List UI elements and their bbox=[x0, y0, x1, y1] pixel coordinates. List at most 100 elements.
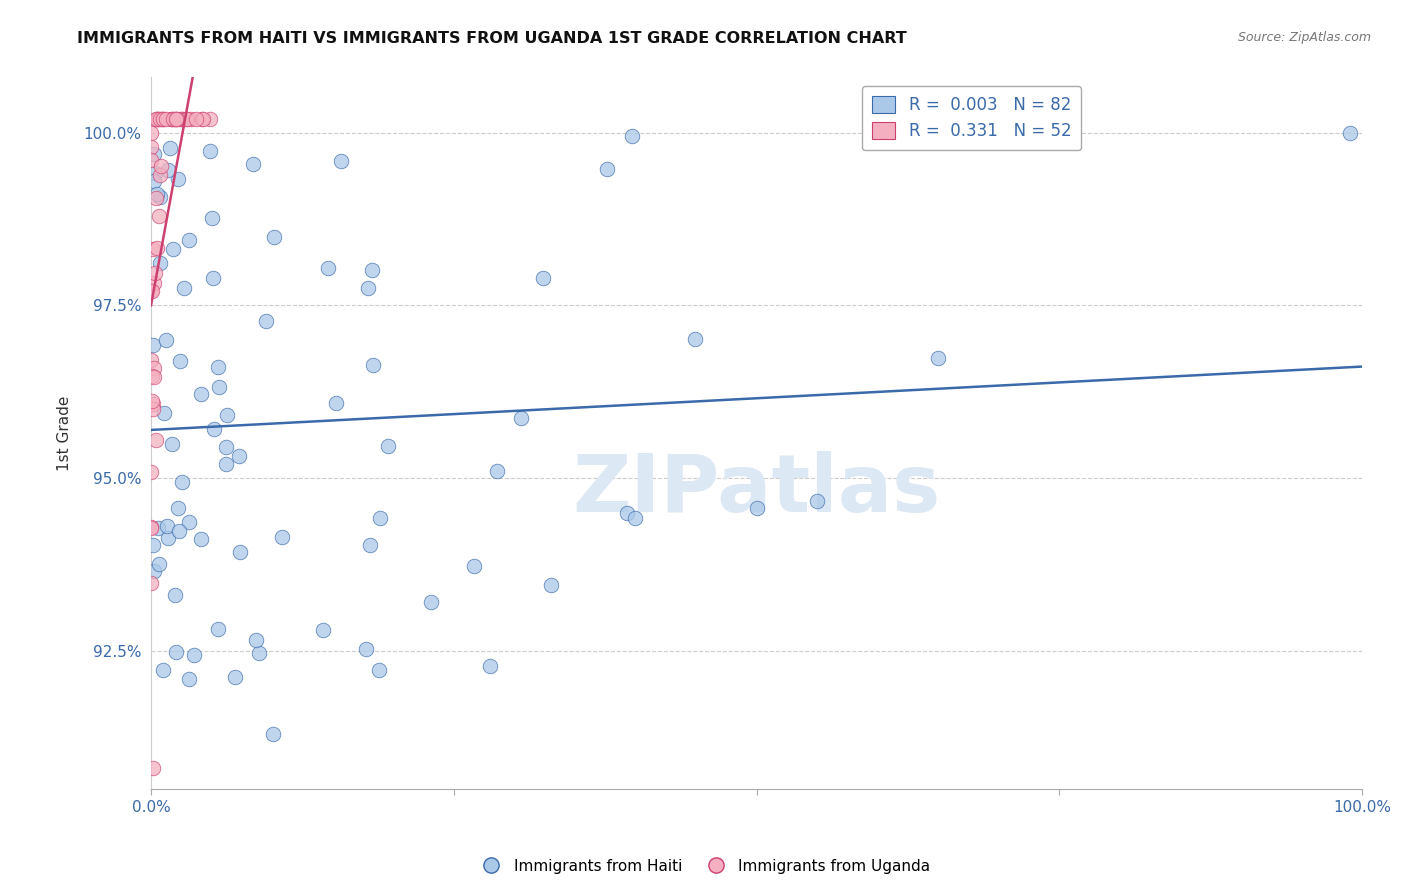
Legend: R =  0.003   N = 82, R =  0.331   N = 52: R = 0.003 N = 82, R = 0.331 N = 52 bbox=[862, 86, 1081, 151]
Point bbox=[325, 396, 347, 410]
Point bbox=[169, 524, 191, 538]
Point bbox=[142, 564, 165, 578]
Point bbox=[685, 333, 707, 347]
Point bbox=[155, 112, 177, 126]
Point bbox=[146, 112, 169, 126]
Point bbox=[329, 153, 352, 168]
Point bbox=[200, 144, 222, 158]
Point bbox=[141, 521, 163, 535]
Point bbox=[207, 360, 229, 375]
Point bbox=[207, 622, 229, 636]
Point bbox=[139, 126, 162, 140]
Legend: Immigrants from Haiti, Immigrants from Uganda: Immigrants from Haiti, Immigrants from U… bbox=[470, 853, 936, 880]
Point bbox=[149, 112, 172, 126]
Point bbox=[156, 519, 179, 533]
Point bbox=[208, 380, 231, 394]
Point bbox=[148, 209, 170, 223]
Point bbox=[142, 369, 165, 384]
Point bbox=[228, 449, 250, 463]
Point bbox=[148, 558, 170, 572]
Point bbox=[173, 112, 195, 126]
Point bbox=[190, 532, 212, 546]
Point bbox=[174, 112, 197, 126]
Point bbox=[204, 422, 226, 436]
Point bbox=[139, 520, 162, 534]
Point bbox=[361, 263, 384, 277]
Point bbox=[149, 190, 172, 204]
Point bbox=[142, 360, 165, 375]
Point bbox=[152, 663, 174, 677]
Point bbox=[159, 141, 181, 155]
Point bbox=[172, 475, 194, 489]
Point bbox=[160, 112, 183, 126]
Point bbox=[620, 128, 643, 143]
Point bbox=[143, 146, 166, 161]
Text: Source: ZipAtlas.com: Source: ZipAtlas.com bbox=[1237, 31, 1371, 45]
Point bbox=[162, 112, 184, 126]
Point bbox=[145, 433, 167, 447]
Point bbox=[167, 501, 190, 516]
Point bbox=[165, 112, 187, 126]
Point bbox=[191, 112, 214, 126]
Point bbox=[176, 112, 198, 126]
Point bbox=[160, 437, 183, 451]
Point bbox=[145, 166, 167, 180]
Point bbox=[420, 594, 443, 608]
Point bbox=[745, 501, 768, 516]
Point bbox=[190, 386, 212, 401]
Point bbox=[485, 464, 508, 478]
Point bbox=[153, 406, 176, 420]
Point bbox=[163, 588, 186, 602]
Point bbox=[146, 112, 169, 126]
Point bbox=[370, 511, 392, 525]
Point bbox=[170, 112, 193, 126]
Point bbox=[141, 285, 163, 299]
Point bbox=[165, 645, 187, 659]
Point bbox=[155, 334, 177, 348]
Point bbox=[356, 641, 378, 656]
Point bbox=[142, 276, 165, 290]
Point bbox=[146, 241, 169, 255]
Point bbox=[141, 393, 163, 408]
Point bbox=[359, 538, 381, 552]
Point bbox=[139, 139, 162, 153]
Point bbox=[139, 352, 162, 367]
Point bbox=[142, 396, 165, 410]
Point bbox=[316, 261, 339, 276]
Point bbox=[145, 191, 167, 205]
Point bbox=[148, 521, 170, 535]
Point bbox=[242, 157, 264, 171]
Point bbox=[159, 112, 181, 126]
Point bbox=[624, 510, 647, 524]
Point bbox=[201, 211, 224, 225]
Point bbox=[367, 663, 389, 677]
Point bbox=[183, 648, 205, 663]
Point bbox=[169, 353, 191, 368]
Point bbox=[149, 256, 172, 270]
Point bbox=[312, 623, 335, 637]
Point bbox=[254, 314, 277, 328]
Point bbox=[166, 172, 188, 186]
Point bbox=[142, 402, 165, 417]
Point bbox=[361, 358, 384, 372]
Point bbox=[224, 670, 246, 684]
Point bbox=[179, 672, 201, 686]
Point bbox=[142, 538, 165, 552]
Point bbox=[215, 409, 238, 423]
Point bbox=[377, 439, 399, 453]
Point bbox=[143, 174, 166, 188]
Point bbox=[173, 281, 195, 295]
Point bbox=[180, 112, 202, 126]
Point bbox=[146, 112, 169, 126]
Point bbox=[177, 233, 200, 247]
Point bbox=[215, 457, 238, 471]
Point bbox=[509, 411, 531, 425]
Point bbox=[479, 659, 502, 673]
Point bbox=[184, 112, 207, 126]
Point bbox=[142, 338, 165, 352]
Point bbox=[806, 494, 828, 508]
Point bbox=[150, 112, 173, 126]
Point bbox=[141, 761, 163, 775]
Point bbox=[616, 506, 638, 520]
Point bbox=[262, 727, 284, 741]
